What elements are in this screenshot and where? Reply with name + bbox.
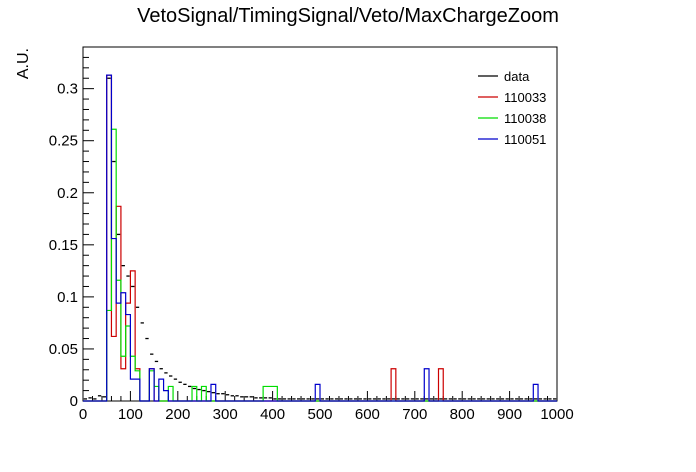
- x-tick-label: 300: [213, 406, 238, 423]
- x-tick-label: 400: [260, 406, 285, 423]
- y-tick-label: 0.1: [57, 289, 78, 306]
- series-110051: [83, 74, 557, 402]
- plot-frame: [82, 46, 558, 402]
- legend-label: data: [504, 69, 530, 84]
- legend-label: 110033: [504, 90, 546, 105]
- legend-label: 110038: [504, 111, 546, 126]
- y-axis-ticks: 0 0.05 0.1 0.15 0.2 0.25 0.3: [49, 46, 94, 410]
- y-tick-label: 0.25: [49, 133, 78, 150]
- legend-label: 110051: [504, 132, 546, 147]
- y-axis-label: A.U.: [15, 48, 32, 79]
- series-line: [83, 74, 557, 402]
- x-tick-label: 0: [79, 406, 87, 423]
- y-tick-label: 0.3: [57, 81, 78, 98]
- series-110033: [83, 74, 557, 402]
- chart-title: VetoSignal/TimingSignal/Veto/MaxChargeZo…: [137, 5, 559, 27]
- y-tick-label: 0.05: [49, 341, 78, 358]
- x-tick-label: 1000: [540, 406, 573, 423]
- legend: data 110033 110038 110051: [478, 69, 546, 147]
- x-tick-label: 800: [450, 406, 475, 423]
- legend-item: 110033: [478, 90, 546, 105]
- legend-item: 110051: [478, 132, 546, 147]
- x-tick-label: 200: [165, 406, 190, 423]
- x-tick-label: 900: [497, 406, 522, 423]
- x-tick-label: 500: [307, 406, 332, 423]
- series-line: [83, 128, 557, 402]
- legend-item: data: [478, 69, 530, 84]
- series-110038: [83, 128, 557, 402]
- y-tick-label: 0.15: [49, 237, 78, 254]
- x-tick-label: 700: [402, 406, 427, 423]
- y-tick-label: 0: [70, 393, 78, 410]
- y-tick-label: 0.2: [57, 185, 78, 202]
- series-line: [83, 74, 557, 402]
- x-tick-label: 100: [118, 406, 143, 423]
- legend-item: 110038: [478, 111, 546, 126]
- series-layer: [83, 74, 557, 402]
- series-data: [83, 77, 557, 400]
- x-axis-ticks: 0 100 200 300 400 500 600 700 800 900 1000: [79, 391, 574, 423]
- x-tick-label: 600: [355, 406, 380, 423]
